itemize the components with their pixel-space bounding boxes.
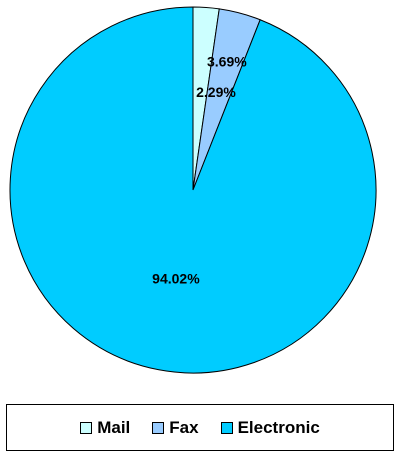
legend-item-electronic: Electronic xyxy=(220,417,320,438)
data-label-mail: 2.29% xyxy=(196,84,236,100)
legend-item-mail: Mail xyxy=(80,418,130,438)
legend-item-fax: Fax xyxy=(152,417,199,438)
legend-swatch-electronic xyxy=(220,421,233,434)
data-label-fax: 3.69% xyxy=(207,53,247,69)
legend-label-fax: Fax xyxy=(169,417,199,437)
pie-slice-electronic xyxy=(9,6,377,374)
pie-chart: 2.29% 3.69% 94.02% xyxy=(9,6,377,374)
data-label-electronic: 94.02% xyxy=(152,271,200,287)
legend-swatch-mail xyxy=(80,421,93,434)
legend-label-mail: Mail xyxy=(97,417,131,437)
legend-label-electronic: Electronic xyxy=(237,417,320,437)
chart-legend: Mail Fax Electronic xyxy=(6,404,394,451)
legend-swatch-fax xyxy=(152,421,165,434)
pie-data-labels: 2.29% 3.69% 94.02% xyxy=(152,53,247,286)
pie-slices xyxy=(9,6,377,374)
